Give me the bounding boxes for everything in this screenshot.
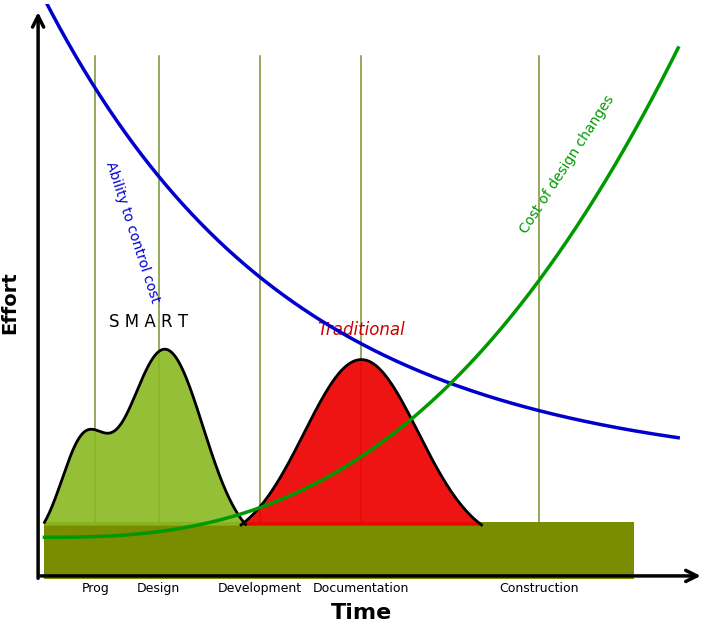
Text: Time: Time — [331, 603, 392, 623]
Text: Traditional: Traditional — [318, 321, 405, 339]
Text: Effort: Effort — [0, 271, 19, 334]
Text: Ability to control cost: Ability to control cost — [103, 160, 162, 305]
Text: Construction: Construction — [499, 582, 578, 595]
Text: Development: Development — [218, 582, 302, 595]
Text: Prog: Prog — [81, 582, 109, 595]
Text: S M A R T: S M A R T — [109, 313, 188, 331]
Text: Documentation: Documentation — [313, 582, 410, 595]
Bar — [44, 522, 634, 578]
Text: Cost of design changes: Cost of design changes — [518, 93, 618, 236]
Text: Design: Design — [137, 582, 180, 595]
